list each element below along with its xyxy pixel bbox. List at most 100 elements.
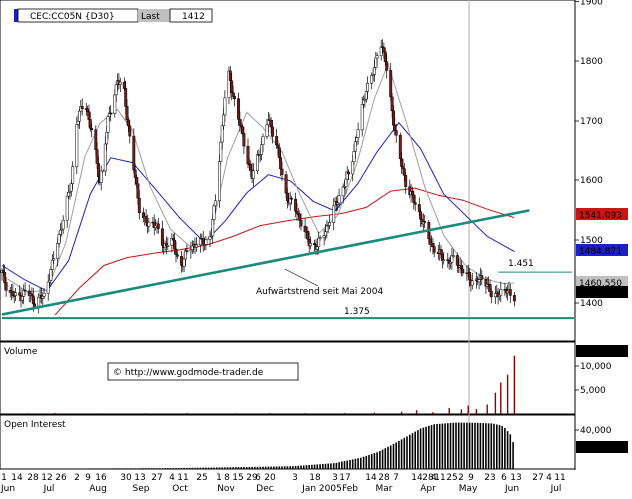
x-month-label: Nov: [217, 484, 235, 494]
candle-down: [30, 293, 34, 297]
candle-up: [118, 81, 122, 85]
candle-down: [419, 211, 423, 220]
candle-up: [147, 221, 151, 227]
x-day-label: 9: [468, 473, 474, 483]
candle-up: [218, 161, 221, 202]
candle-down: [185, 250, 189, 252]
candle-up: [493, 293, 497, 298]
candle-down: [303, 225, 307, 233]
candle-up: [194, 244, 198, 248]
candle-down: [295, 210, 299, 214]
field-label: Last: [141, 12, 160, 22]
x-day-label: 25: [196, 473, 207, 483]
candle-down: [411, 191, 414, 196]
symbol-label: CEC:CC05N {D30}: [30, 12, 115, 22]
ma-slow-line: [54, 187, 515, 316]
candle-down: [275, 136, 279, 146]
x-day-label: 14: [411, 473, 423, 483]
candle-up: [57, 234, 61, 244]
price-badge-label: 1484.871: [579, 247, 622, 257]
candle-up: [106, 116, 110, 133]
candle-down: [431, 242, 435, 247]
candle-up: [351, 161, 355, 175]
candle-down: [488, 284, 492, 292]
candle-down: [461, 268, 465, 274]
x-month-label: Aug: [89, 484, 107, 494]
candle-down: [11, 290, 15, 296]
candle-down: [269, 119, 273, 128]
x-month-label: Jan 2005: [301, 484, 342, 494]
candle-down: [271, 126, 274, 137]
candle-down: [276, 144, 280, 148]
candle-up: [260, 144, 264, 155]
candle-up: [256, 154, 259, 172]
price-badge: [576, 286, 628, 298]
price-badge: [576, 244, 628, 256]
x-day-label: 4: [169, 473, 175, 483]
candle-up: [166, 245, 170, 247]
candle-up: [315, 246, 319, 250]
candle-up: [341, 186, 345, 197]
x-day-label: 26: [55, 473, 67, 483]
x-day-label: 13: [134, 473, 145, 483]
candle-down: [88, 119, 92, 129]
candle-down: [125, 106, 129, 121]
candle-down: [439, 249, 443, 255]
candle-up: [99, 170, 103, 183]
candle-up: [328, 222, 332, 226]
x-month-label: Oct: [172, 484, 188, 494]
candle-down: [237, 98, 240, 120]
candle-down: [137, 197, 141, 214]
x-day-label: 11: [177, 473, 188, 483]
candle-down: [432, 246, 436, 253]
x-month-label: Sep: [133, 484, 150, 494]
symbol-badge-accent: [14, 9, 18, 22]
candle-up: [477, 279, 481, 283]
candle-up: [318, 237, 322, 239]
x-day-label: 9: [85, 473, 91, 483]
candle-up: [76, 120, 80, 125]
candle-down: [94, 129, 98, 150]
candle-up: [52, 258, 56, 261]
x-day-label: 2: [458, 473, 464, 483]
price-badge: [576, 208, 628, 220]
candle-down: [480, 275, 484, 280]
candle-down: [4, 282, 8, 291]
x-day-label: 28: [378, 473, 390, 483]
x-day-label: 3: [332, 473, 338, 483]
candle-up: [355, 137, 359, 142]
candle-down: [128, 125, 132, 137]
x-day-label: 20: [264, 473, 276, 483]
candle-down: [385, 61, 389, 71]
candle-up: [56, 243, 60, 259]
candle-down: [179, 256, 183, 266]
candle-down: [228, 70, 232, 81]
candle-down: [124, 88, 128, 107]
volume-badge: [576, 345, 628, 357]
candle-down: [279, 157, 283, 170]
candle-down: [393, 124, 397, 131]
x-day-label: 4: [431, 473, 437, 483]
candle-up: [353, 141, 357, 152]
x-day-label: 6: [255, 473, 261, 483]
candle-up: [113, 94, 117, 114]
candle-down: [90, 128, 94, 131]
x-day-label: 18: [309, 473, 321, 483]
candle-up: [375, 55, 379, 59]
candle-up: [360, 104, 364, 131]
candle-down: [160, 228, 164, 246]
candle-down: [383, 51, 387, 62]
candle-down: [246, 145, 250, 165]
candle-down: [238, 119, 242, 126]
candle-down: [97, 163, 100, 178]
candle-down: [294, 198, 298, 212]
candle-up: [65, 195, 69, 221]
last-value-text: 1412: [182, 12, 205, 22]
candle-up: [220, 125, 224, 143]
candle-up: [69, 183, 73, 192]
candle-up: [451, 255, 455, 257]
candle-down: [284, 174, 288, 194]
candle-down: [173, 239, 177, 250]
